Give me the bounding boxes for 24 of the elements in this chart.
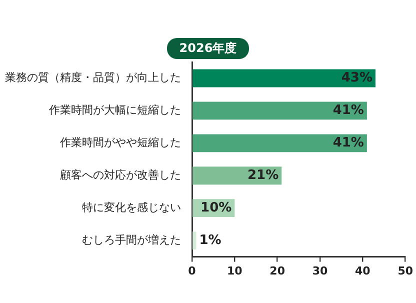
data-label: 41% bbox=[332, 136, 364, 151]
y-tick-label: 作業時間が大幅に短縮した bbox=[48, 104, 181, 117]
bar bbox=[192, 232, 196, 250]
chart-title: 2026年度 bbox=[167, 38, 249, 59]
x-tick-label: 0 bbox=[188, 264, 196, 278]
bar bbox=[192, 102, 367, 120]
bar bbox=[192, 69, 376, 88]
x-tick-label: 30 bbox=[312, 264, 328, 278]
bar bbox=[192, 166, 282, 185]
data-label: 41% bbox=[332, 103, 364, 118]
data-label: 10% bbox=[200, 200, 232, 216]
y-tick-label: 顧客への対応が改善した bbox=[60, 168, 181, 182]
y-tick-label: 特に変化を感じない bbox=[82, 200, 181, 214]
y-tick-label: むしろ手間が増えた bbox=[82, 233, 181, 246]
x-tick-label: 40 bbox=[355, 264, 371, 278]
y-tick-label: 作業時間がやや短縮した bbox=[59, 136, 181, 150]
x-tick-label: 10 bbox=[227, 264, 243, 278]
y-tick-label: 業務の質（精度・品質）が向上した bbox=[5, 71, 181, 84]
x-tick-label: 50 bbox=[398, 264, 414, 278]
data-label: 43% bbox=[341, 70, 372, 86]
data-label: 1% bbox=[199, 232, 222, 248]
bar bbox=[192, 134, 367, 152]
x-tick-label: 20 bbox=[270, 264, 286, 278]
data-label: 21% bbox=[247, 168, 279, 184]
